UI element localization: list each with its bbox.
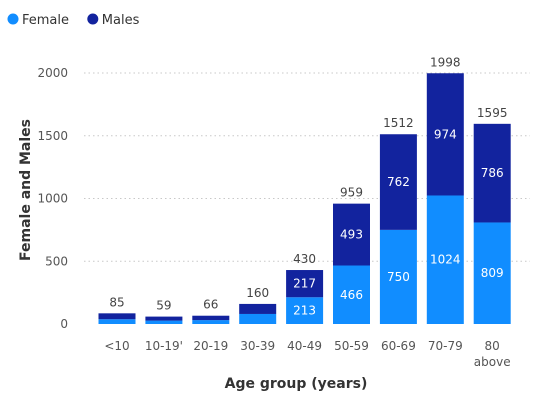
bar-segment-males[interactable] bbox=[426, 73, 464, 196]
data-label-female: 1024 bbox=[430, 253, 461, 267]
bar-group[interactable]: 750 762 1512 bbox=[379, 116, 417, 324]
data-label-female: 809 bbox=[481, 266, 504, 280]
legend: Female Males bbox=[7, 13, 140, 28]
x-tick-label: 60-69 bbox=[381, 339, 416, 353]
bar-group[interactable]: 809 786 1595 bbox=[473, 106, 511, 324]
bar-segment-female[interactable] bbox=[145, 320, 183, 324]
bar-segment-female[interactable] bbox=[98, 319, 136, 324]
total-label: 160 bbox=[246, 286, 269, 300]
bar-segment-female[interactable] bbox=[192, 320, 230, 324]
data-label-female: 750 bbox=[387, 270, 410, 284]
bar-segment-males[interactable] bbox=[379, 134, 417, 230]
legend-swatch-female bbox=[7, 13, 19, 25]
total-label: 66 bbox=[203, 298, 218, 312]
data-label-female: 466 bbox=[340, 288, 363, 302]
bar-group[interactable]: 85 bbox=[98, 295, 136, 324]
bar-group[interactable]: 466 493 959 bbox=[333, 186, 370, 324]
y-axis-title: Female and Males bbox=[18, 119, 34, 261]
x-tick-label: 80 above bbox=[474, 339, 511, 369]
bar-segment-males[interactable] bbox=[192, 315, 230, 321]
x-tick-label: 20-19 bbox=[193, 339, 228, 353]
x-axis-title: Age group (years) bbox=[225, 376, 368, 392]
total-label: 1595 bbox=[477, 106, 508, 120]
legend-item-males[interactable]: Males bbox=[87, 13, 140, 28]
legend-label-males: Males bbox=[102, 13, 140, 28]
x-tick-label: 30-39 bbox=[240, 339, 275, 353]
bar-group[interactable]: 59 bbox=[145, 299, 183, 324]
legend-label-female: Female bbox=[22, 13, 69, 28]
bar-segment-males[interactable] bbox=[473, 123, 511, 223]
bar-segment-female[interactable] bbox=[379, 229, 417, 324]
data-label-males: 762 bbox=[387, 175, 410, 189]
x-axis-ticks: <10 10-19' 20-19 30-39 40-49 50-59 60-69 70-79 8… bbox=[104, 339, 510, 369]
total-label: 1998 bbox=[430, 55, 461, 69]
x-tick-label: 10-19' bbox=[145, 339, 183, 353]
bar-segment-female[interactable] bbox=[239, 313, 277, 324]
bar-segment-female[interactable] bbox=[473, 222, 511, 324]
data-label-males: 974 bbox=[434, 127, 457, 141]
bar-segment-female[interactable] bbox=[426, 195, 464, 324]
bar-group[interactable]: 160 bbox=[239, 286, 277, 324]
bar-group[interactable]: 1024 974 1998 bbox=[426, 55, 464, 324]
x-tick-label: 40-49 bbox=[287, 339, 322, 353]
y-tick-label: 1500 bbox=[37, 129, 68, 143]
legend-item-female[interactable]: Female bbox=[7, 13, 70, 28]
y-tick-label: 1000 bbox=[37, 192, 68, 206]
y-tick-label: 500 bbox=[45, 254, 68, 268]
data-label-males: 493 bbox=[340, 228, 363, 242]
bar-segment-males[interactable] bbox=[333, 203, 370, 266]
total-label: 959 bbox=[340, 186, 363, 200]
x-tick-label: 50-59 bbox=[334, 339, 369, 353]
total-label: 430 bbox=[293, 252, 316, 266]
bar-segment-males[interactable] bbox=[239, 303, 277, 314]
x-tick-label: 70-79 bbox=[428, 339, 463, 353]
total-label: 85 bbox=[109, 295, 124, 309]
bar-segment-female[interactable] bbox=[333, 265, 370, 324]
total-label: 1512 bbox=[383, 116, 414, 130]
bars: 85 59 66 160 213 217 430 466 493 959 750 762 1512 102… bbox=[98, 55, 511, 324]
total-label: 59 bbox=[156, 299, 171, 313]
data-label-female: 213 bbox=[293, 304, 316, 318]
x-tick-label: <10 bbox=[104, 339, 129, 353]
data-label-males: 217 bbox=[293, 277, 316, 291]
data-label-males: 786 bbox=[481, 166, 504, 180]
bar-group[interactable]: 66 bbox=[192, 298, 230, 324]
y-tick-label: 2000 bbox=[37, 66, 68, 80]
bar-segment-female[interactable] bbox=[286, 297, 324, 324]
y-axis-ticks: 0 500 1000 1500 2000 bbox=[37, 66, 68, 331]
legend-swatch-males bbox=[87, 13, 99, 25]
bar-group[interactable]: 213 217 430 bbox=[286, 252, 324, 324]
y-tick-label: 0 bbox=[60, 317, 68, 331]
bar-segment-males[interactable] bbox=[286, 270, 324, 298]
bar-segment-males[interactable] bbox=[145, 316, 183, 321]
bar-segment-males[interactable] bbox=[98, 313, 136, 320]
